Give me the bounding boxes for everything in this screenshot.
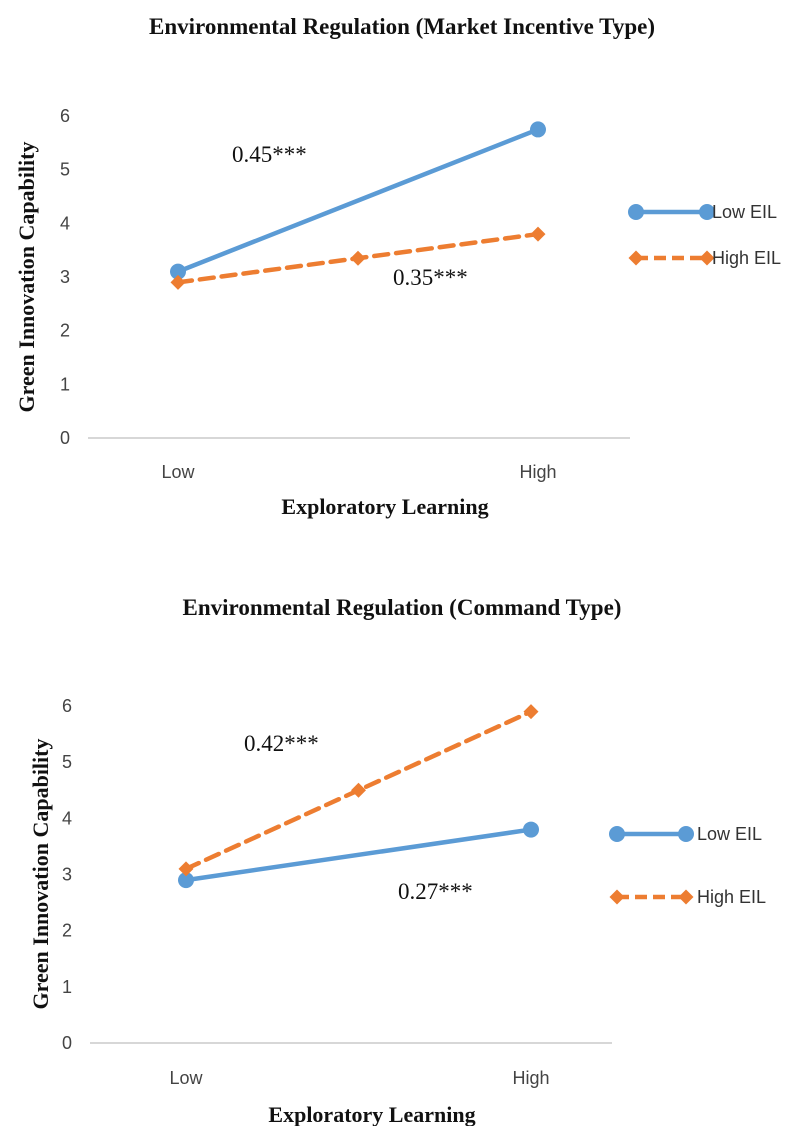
data-point-1-high-eil-high (530, 226, 546, 242)
y-tick-label-2-5: 5 (62, 752, 72, 772)
x-tick-label-2-high: High (512, 1068, 549, 1088)
legend-marker-1-low-eil-a (628, 204, 644, 220)
data-point-1-high-eil-low (170, 274, 186, 290)
data-point-2-low-eil-high (523, 821, 539, 838)
annotation-2-2: 0.27*** (398, 879, 473, 904)
y-axis-title-2: Green Innovation Capability (28, 739, 53, 1010)
annotation-2-1: 0.42*** (244, 731, 319, 756)
annotation-1-2: 0.35*** (393, 265, 468, 290)
data-point-1-low-eil-high (530, 121, 546, 138)
series-mid-marker-2-high-eil (351, 782, 366, 798)
y-tick-label-2-4: 4 (62, 808, 72, 828)
x-axis-title-2: Exploratory Learning (268, 1102, 475, 1126)
annotation-1-1: 0.45*** (232, 142, 307, 167)
y-tick-label-1-4: 4 (60, 213, 70, 233)
legend-marker-2-low-eil-a (609, 826, 625, 842)
legend-marker-1-high-eil-a (628, 250, 644, 266)
series-line-1-low-eil (175, 127, 541, 274)
series-line-2-low-eil (183, 827, 534, 883)
legend-label-1-low-eil: Low EIL (712, 202, 777, 222)
legend-label-2-low-eil: Low EIL (697, 824, 762, 844)
data-point-2-high-eil-high (523, 704, 539, 720)
y-tick-label-2-3: 3 (62, 865, 72, 885)
y-tick-label-2-6: 6 (62, 696, 72, 716)
legend-label-2-high-eil: High EIL (697, 887, 766, 907)
y-tick-label-1-1: 1 (60, 374, 70, 394)
legend-marker-1-high-eil-b (699, 250, 715, 266)
data-point-1-low-eil-low (170, 263, 186, 280)
chart-title-1: Environmental Regulation (Market Incenti… (149, 14, 655, 39)
legend-marker-2-high-eil-b (678, 889, 694, 905)
x-tick-label-1-low: Low (161, 462, 195, 482)
y-tick-label-2-1: 1 (62, 977, 72, 997)
legend-marker-1-low-eil-b (699, 204, 715, 220)
x-axis-title-1: Exploratory Learning (281, 494, 488, 519)
y-tick-label-1-6: 6 (60, 106, 70, 126)
x-tick-label-1-high: High (519, 462, 556, 482)
chart-panel-1: Environmental Regulation (Market Incenti… (14, 14, 781, 519)
chart-panel-2: Environmental Regulation (Command Type) 0… (28, 595, 766, 1126)
x-tick-label-2-low: Low (169, 1068, 203, 1088)
data-point-2-low-eil-low (178, 872, 194, 889)
y-tick-label-1-5: 5 (60, 160, 70, 180)
y-axis-title-1: Green Innovation Capability (14, 142, 39, 413)
legend-marker-2-high-eil-a (609, 889, 625, 905)
data-point-2-high-eil-low (178, 861, 194, 877)
legend-label-1-high-eil: High EIL (712, 248, 781, 268)
y-tick-label-2-2: 2 (62, 921, 72, 941)
chart-title-2: Environmental Regulation (Command Type) (183, 595, 622, 620)
y-tick-label-1-0: 0 (60, 428, 70, 448)
y-tick-label-1-2: 2 (60, 321, 70, 341)
y-tick-label-2-0: 0 (62, 1033, 72, 1053)
y-tick-label-1-3: 3 (60, 267, 70, 287)
series-mid-marker-1-high-eil (350, 250, 366, 266)
legend-marker-2-low-eil-b (678, 826, 694, 842)
